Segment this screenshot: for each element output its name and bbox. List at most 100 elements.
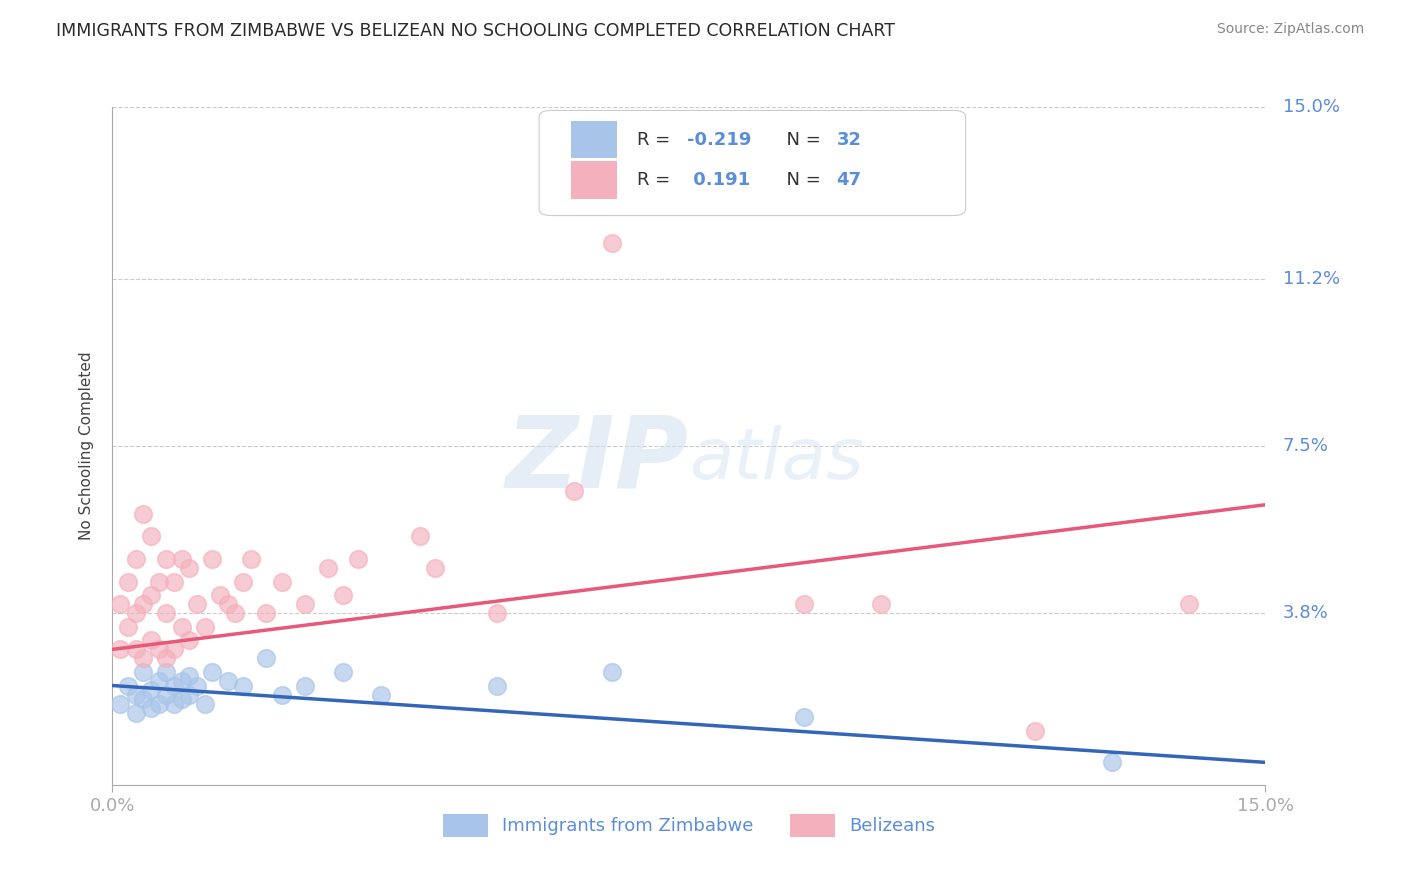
Point: [139, 683, 162, 698]
Legend: Immigrants from Zimbabwe, Belizeans: Immigrants from Zimbabwe, Belizeans: [436, 807, 942, 844]
Point: [179, 669, 201, 683]
Point: [124, 688, 146, 702]
Point: [108, 642, 131, 657]
Point: [108, 597, 131, 611]
Point: [209, 588, 232, 602]
Point: [232, 679, 254, 693]
Point: [1101, 756, 1123, 770]
Point: [163, 679, 186, 693]
Point: [217, 673, 239, 688]
Point: [179, 688, 201, 702]
Point: [224, 606, 246, 620]
Text: IMMIGRANTS FROM ZIMBABWE VS BELIZEAN NO SCHOOLING COMPLETED CORRELATION CHART: IMMIGRANTS FROM ZIMBABWE VS BELIZEAN NO …: [56, 22, 896, 40]
Text: 7.5%: 7.5%: [1282, 437, 1329, 455]
Point: [179, 633, 201, 648]
Point: [347, 552, 370, 566]
Point: [163, 642, 186, 657]
Point: [163, 697, 186, 711]
Point: [155, 651, 177, 665]
Point: [124, 606, 146, 620]
Point: [870, 597, 893, 611]
Point: [117, 620, 139, 634]
Point: [139, 633, 162, 648]
Point: [155, 688, 177, 702]
FancyBboxPatch shape: [571, 161, 617, 199]
Point: [600, 235, 623, 250]
Point: [139, 529, 162, 543]
Text: 0.191: 0.191: [686, 171, 749, 189]
Point: [294, 597, 316, 611]
Point: [108, 697, 131, 711]
Text: -0.219: -0.219: [686, 130, 751, 149]
Text: 3.8%: 3.8%: [1282, 604, 1329, 623]
Point: [148, 673, 170, 688]
Text: R =: R =: [637, 171, 676, 189]
Point: [316, 561, 339, 575]
Point: [132, 651, 155, 665]
Point: [562, 484, 585, 499]
Point: [148, 642, 170, 657]
Point: [132, 507, 155, 521]
Point: [117, 574, 139, 589]
Point: [124, 706, 146, 720]
Text: 47: 47: [837, 171, 862, 189]
Point: [270, 574, 292, 589]
Point: [793, 710, 815, 724]
Point: [170, 552, 193, 566]
Point: [117, 679, 139, 693]
Text: ZIP: ZIP: [506, 411, 689, 508]
Point: [793, 597, 815, 611]
Text: Source: ZipAtlas.com: Source: ZipAtlas.com: [1216, 22, 1364, 37]
Text: N =: N =: [776, 171, 827, 189]
Point: [294, 679, 316, 693]
Point: [217, 597, 239, 611]
Text: 11.2%: 11.2%: [1282, 269, 1340, 288]
Point: [332, 665, 354, 679]
Point: [425, 561, 447, 575]
Point: [201, 665, 224, 679]
Point: [232, 574, 254, 589]
Point: [332, 588, 354, 602]
Point: [186, 679, 208, 693]
Point: [194, 620, 217, 634]
Text: R =: R =: [637, 130, 676, 149]
Point: [254, 606, 277, 620]
FancyBboxPatch shape: [571, 120, 617, 158]
Point: [132, 597, 155, 611]
Point: [194, 697, 217, 711]
Point: [155, 665, 177, 679]
Text: atlas: atlas: [689, 425, 863, 494]
Point: [600, 665, 623, 679]
Point: [1177, 597, 1199, 611]
Point: [155, 606, 177, 620]
Point: [148, 574, 170, 589]
Point: [124, 552, 146, 566]
Point: [170, 673, 193, 688]
Point: [139, 701, 162, 715]
Point: [485, 679, 508, 693]
Text: N =: N =: [776, 130, 827, 149]
Point: [170, 692, 193, 706]
Text: 32: 32: [837, 130, 862, 149]
Point: [485, 606, 508, 620]
Point: [270, 688, 292, 702]
Point: [370, 688, 392, 702]
Point: [186, 597, 208, 611]
Point: [201, 552, 224, 566]
Point: [132, 665, 155, 679]
Point: [148, 697, 170, 711]
Point: [1024, 723, 1046, 738]
Point: [409, 529, 432, 543]
Text: 15.0%: 15.0%: [1282, 98, 1340, 116]
Point: [239, 552, 262, 566]
Point: [254, 651, 277, 665]
Point: [170, 620, 193, 634]
Point: [163, 574, 186, 589]
Point: [179, 561, 201, 575]
FancyBboxPatch shape: [538, 111, 966, 216]
Y-axis label: No Schooling Completed: No Schooling Completed: [79, 351, 94, 541]
Point: [132, 692, 155, 706]
Point: [124, 642, 146, 657]
Point: [155, 552, 177, 566]
Point: [139, 588, 162, 602]
